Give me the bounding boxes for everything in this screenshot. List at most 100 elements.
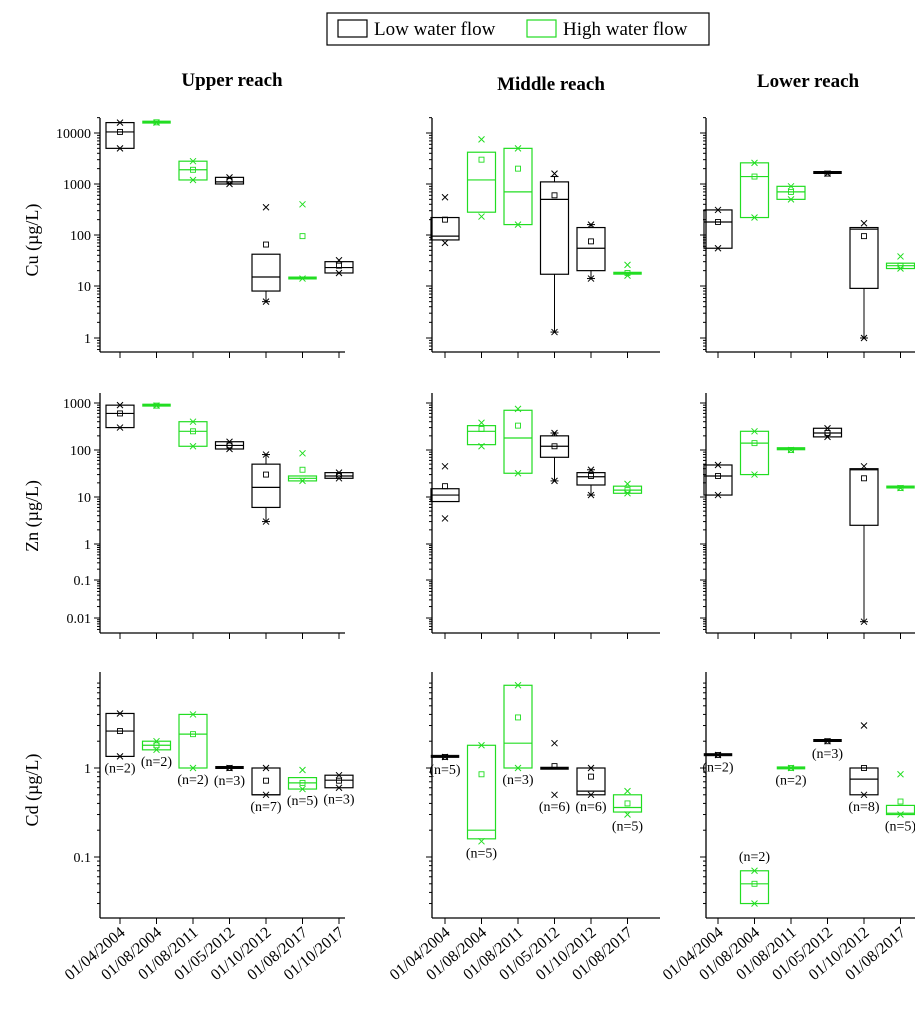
box-zn-upper-7 [324, 469, 354, 482]
extreme-marker [587, 466, 595, 474]
extreme-marker [299, 766, 306, 774]
extreme-marker [478, 136, 485, 143]
box-zn-lower-5 [849, 462, 879, 626]
mean-marker [263, 777, 269, 784]
n-label: (n=5) [612, 820, 644, 835]
box-cu-lower-2 [739, 159, 770, 221]
extreme-marker [624, 787, 631, 795]
extreme-marker [441, 239, 449, 247]
extreme-marker [299, 785, 306, 793]
extreme-marker [299, 477, 306, 485]
column-title-lower: Lower reach [757, 71, 860, 92]
box-cd-lower-4: (n=3) [812, 737, 843, 762]
extreme-marker [335, 256, 343, 264]
extreme-marker [514, 764, 522, 772]
n-label: (n=3) [502, 773, 534, 788]
panel-zn-lower [700, 393, 915, 639]
box-body [849, 468, 879, 526]
box-cu-lower-4 [813, 170, 842, 177]
box-cd-upper-4: (n=3) [214, 764, 245, 789]
n-label: (n=5) [885, 820, 915, 835]
extreme-marker [299, 200, 306, 208]
extreme-marker [262, 791, 270, 799]
box-body [613, 271, 642, 275]
box-body [324, 774, 354, 789]
extreme-marker [116, 401, 124, 409]
box-body [539, 181, 570, 275]
y-tick-label: 1 [84, 538, 91, 553]
extreme-marker [751, 214, 758, 221]
extreme-marker [262, 764, 270, 772]
extreme-marker [897, 770, 904, 778]
box-cu-upper-5 [251, 203, 281, 306]
extreme-marker [441, 515, 449, 522]
extreme-marker [514, 469, 522, 477]
n-label: (n=2) [702, 761, 734, 776]
extreme-marker [478, 837, 485, 845]
n-label: (n=6) [539, 800, 571, 815]
box-body [612, 794, 643, 813]
box-body [178, 160, 208, 181]
mean-marker [117, 410, 123, 417]
box-zn-upper-3 [178, 418, 208, 450]
mean-marker [588, 473, 594, 479]
extreme-marker [551, 739, 558, 747]
box-body [576, 226, 606, 272]
extreme-marker [189, 157, 197, 165]
extreme-marker [824, 170, 831, 177]
extreme-marker [587, 221, 595, 228]
extreme-marker [714, 206, 722, 214]
extreme-marker [262, 451, 270, 458]
box-zn-middle-2 [466, 419, 497, 450]
box-body [178, 713, 208, 769]
box-body [739, 430, 770, 476]
extreme-marker [116, 144, 124, 152]
extreme-marker [441, 462, 449, 470]
extreme-marker [624, 811, 631, 818]
extreme-marker [714, 244, 722, 252]
extreme-marker [153, 746, 160, 754]
n-label: (n=5) [287, 794, 319, 809]
box-body [466, 151, 497, 213]
extreme-marker [897, 253, 904, 260]
mean-marker [751, 173, 758, 180]
y-tick-label: 0.1 [74, 851, 92, 866]
mean-marker [788, 765, 794, 771]
extreme-marker [226, 173, 233, 181]
box-cd-lower-2: (n=2) [739, 850, 771, 907]
box-body [776, 185, 806, 200]
box-body [503, 684, 533, 769]
extreme-marker [751, 159, 758, 167]
box-cd-upper-1: (n=2) [104, 710, 136, 776]
extreme-marker [587, 275, 595, 282]
ylabel-cd: Cd (µg/L) [22, 754, 43, 827]
extreme-marker [116, 119, 124, 126]
mean-marker [226, 442, 233, 449]
mean-marker [861, 475, 867, 482]
mean-marker [117, 728, 123, 735]
panel-cd-lower: (n=2)(n=2)(n=2)(n=3)(n=8)(n=5)01/04/2004… [660, 672, 915, 984]
y-tick-label: 1 [84, 332, 91, 347]
box-zn-upper-4 [214, 438, 245, 453]
extreme-marker [335, 469, 343, 476]
box-cd-upper-2: (n=2) [141, 737, 172, 770]
mean-marker [897, 485, 904, 492]
extreme-marker [751, 900, 758, 907]
box-zn-lower-3 [776, 446, 806, 454]
extreme-marker [514, 681, 522, 689]
extreme-marker [824, 737, 831, 745]
y-tick-label: 1 [84, 762, 91, 777]
n-label: (n=2) [739, 850, 771, 865]
box-zn-lower-4 [812, 424, 843, 441]
box-zn-middle-4 [539, 429, 570, 485]
box-cd-middle-4: (n=6) [539, 739, 571, 815]
box-cd-upper-5: (n=7) [250, 764, 282, 815]
box-cd-lower-3: (n=2) [775, 764, 807, 788]
box-cd-upper-6: (n=5) [287, 766, 319, 809]
extreme-marker [824, 424, 831, 432]
box-body [739, 870, 770, 905]
box-body [503, 409, 533, 474]
extreme-marker [441, 753, 449, 761]
extreme-marker [299, 449, 306, 457]
